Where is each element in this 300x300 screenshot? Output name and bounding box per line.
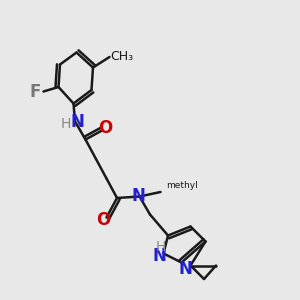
Text: N: N <box>178 260 192 278</box>
Text: CH₃: CH₃ <box>110 50 134 64</box>
Text: F: F <box>30 83 41 101</box>
Text: N: N <box>70 113 84 131</box>
Text: methyl: methyl <box>167 182 198 190</box>
Text: N: N <box>132 187 145 205</box>
Text: O: O <box>98 119 113 137</box>
Text: O: O <box>96 211 111 229</box>
Text: H: H <box>155 240 166 254</box>
Text: H: H <box>60 117 70 130</box>
Text: N: N <box>153 247 166 265</box>
